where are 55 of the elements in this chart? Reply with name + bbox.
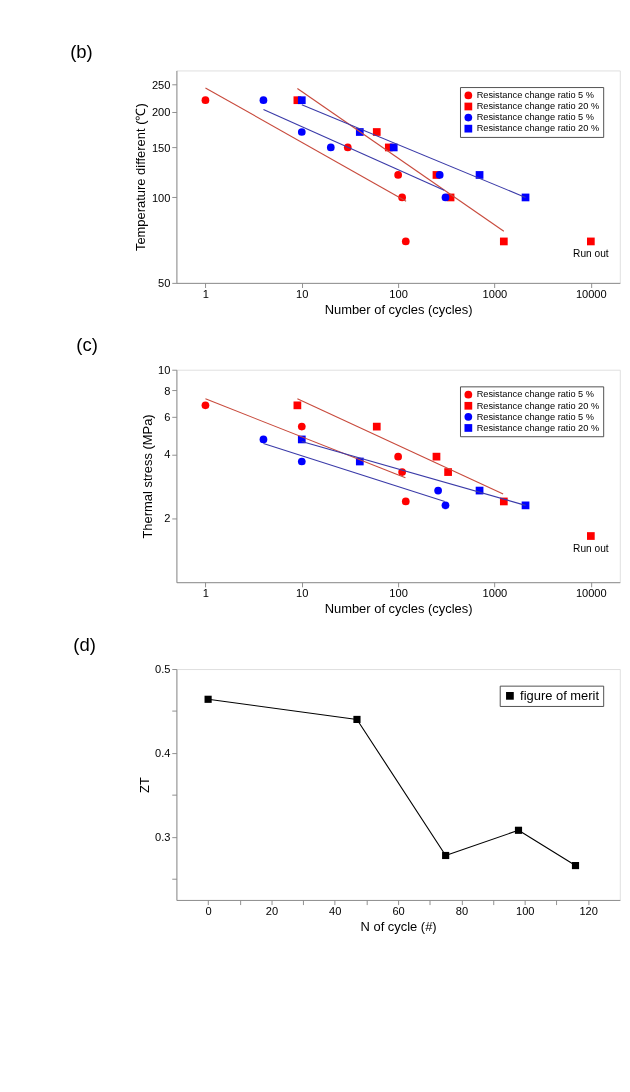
point: [353, 715, 361, 724]
x-tick-label: 10000: [575, 587, 607, 600]
point: [514, 826, 523, 834]
annotation: Run out: [573, 542, 609, 554]
legend-label: Resistance change ratio 20 %: [476, 101, 600, 112]
x-tick-label: 10: [296, 587, 309, 600]
y-tick-label: 10: [158, 363, 171, 376]
x-tick-label: 10000: [575, 288, 607, 301]
annotation: Run out: [573, 248, 609, 260]
legend-label: Resistance change ratio 20 %: [476, 400, 600, 411]
legend-label: Resistance change ratio 5 %: [476, 90, 595, 101]
x-tick-label: 80: [455, 905, 469, 918]
x-tick-label: 40: [329, 905, 342, 918]
y-tick-label: 0.4: [155, 747, 171, 760]
y-tick-label: 8: [164, 384, 171, 397]
y-tick-label: 4: [164, 448, 171, 461]
x-tick-label: 100: [516, 905, 535, 918]
point: [442, 851, 450, 860]
y-tick-label: 200: [151, 106, 171, 119]
y-tick-label: 0.5: [155, 663, 171, 676]
legend-label: Resistance change ratio 5 %: [476, 411, 595, 422]
y-tick-label: 100: [151, 191, 171, 204]
x-axis-title: Number of cycles (cycles): [324, 601, 473, 617]
y-axis-title: Thermal stress (MPa): [139, 414, 155, 539]
y-tick-label: 250: [151, 78, 171, 91]
x-tick-label: 100: [389, 587, 408, 600]
x-axis-title: Number of cycles (cycles): [324, 301, 473, 317]
y-tick-label: 50: [158, 277, 171, 290]
chart-title: (c): [76, 334, 98, 356]
point: [571, 861, 580, 870]
x-tick-label: 60: [392, 905, 405, 918]
legend-label: Resistance change ratio 5 %: [476, 112, 595, 123]
x-tick-label: 1000: [482, 587, 508, 600]
x-axis-title: N of cycle (#): [360, 918, 437, 934]
y-axis-title: ZT: [136, 776, 152, 793]
x-tick-label: 0: [205, 905, 212, 918]
point: [204, 695, 212, 703]
y-tick-label: 2: [164, 512, 171, 525]
y-tick-label: 6: [164, 411, 171, 424]
chart-title: (d): [73, 633, 96, 655]
legend-label: figure of merit: [520, 687, 600, 703]
legend-label: Resistance change ratio 20 %: [476, 123, 600, 134]
x-tick-label: 1000: [482, 288, 508, 301]
y-tick-label: 0.3: [155, 831, 171, 844]
legend-label: Resistance change ratio 5 %: [476, 389, 595, 400]
chart-title: (b): [70, 40, 93, 62]
x-tick-label: 1: [202, 288, 209, 301]
y-tick-label: 150: [151, 141, 171, 154]
x-tick-label: 20: [265, 905, 279, 918]
x-tick-label: 10: [296, 288, 309, 301]
y-axis-title: Temperature different (℃): [133, 103, 149, 252]
legend-label: Resistance change ratio 20 %: [476, 422, 600, 433]
x-tick-label: 120: [579, 905, 598, 918]
x-tick-label: 100: [389, 288, 408, 301]
x-tick-label: 1: [202, 587, 209, 600]
